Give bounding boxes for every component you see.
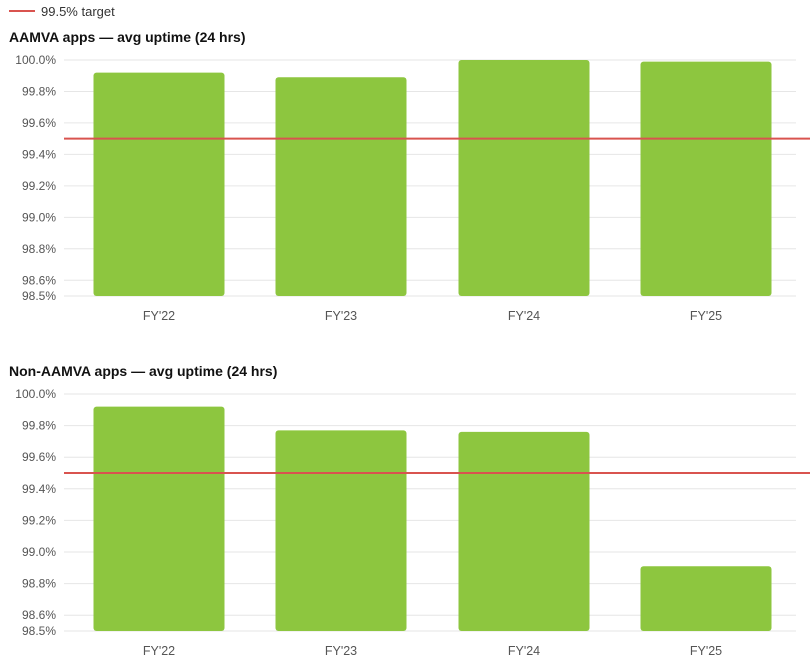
y-tick-label: 98.8% [22, 242, 56, 256]
y-tick-label: 100.0% [15, 53, 56, 67]
chart-non-aamva: 98.5% 98.6% 98.8% 99.0% 99.2% 99.4% 99.6% 99.8%… [15, 387, 810, 658]
chart-title-aamva: AAMVA apps — avg uptime (24 hrs) [9, 29, 246, 45]
y-tick-label: 99.0% [22, 545, 56, 559]
y-tick-label: 99.6% [22, 116, 56, 130]
x-category-label: FY'25 [690, 644, 722, 658]
x-category-label: FY'25 [690, 309, 722, 323]
y-tick-label: 100.0% [15, 387, 56, 401]
x-category-label: FY'24 [508, 644, 540, 658]
bar [93, 406, 225, 631]
y-tick-label: 98.8% [22, 577, 56, 591]
x-category-label: FY'24 [508, 309, 540, 323]
x-category-label: FY'23 [325, 309, 357, 323]
y-tick-label: 99.2% [22, 179, 56, 193]
x-category-label: FY'22 [143, 644, 175, 658]
y-tick-label: 99.4% [22, 147, 56, 161]
bar [458, 60, 590, 296]
legend-target-label: 99.5% target [41, 3, 115, 19]
target-line-swatch [9, 10, 35, 12]
bar [458, 431, 590, 631]
y-tick-label: 99.4% [22, 482, 56, 496]
y-tick-label: 98.6% [22, 608, 56, 622]
y-tick-label: 99.6% [22, 450, 56, 464]
chart-aamva: 98.5% 98.6% 98.8% 99.0% 99.2% 99.4% 99.6% 99.8%… [15, 53, 810, 323]
y-tick-label: 98.5% [22, 289, 56, 303]
legend: 99.5% target [9, 2, 115, 20]
bar [640, 61, 772, 296]
y-tick-label: 98.6% [22, 273, 56, 287]
y-tick-label: 99.8% [22, 84, 56, 98]
bar [275, 77, 407, 296]
bar [275, 430, 407, 631]
chart-title-non-aamva: Non-AAMVA apps — avg uptime (24 hrs) [9, 363, 278, 379]
y-tick-label: 99.0% [22, 210, 56, 224]
bar [93, 72, 225, 296]
y-tick-label: 98.5% [22, 624, 56, 638]
x-category-label: FY'22 [143, 309, 175, 323]
bar [640, 566, 772, 631]
y-tick-label: 99.2% [22, 513, 56, 527]
y-tick-label: 99.8% [22, 419, 56, 433]
x-category-label: FY'23 [325, 644, 357, 658]
